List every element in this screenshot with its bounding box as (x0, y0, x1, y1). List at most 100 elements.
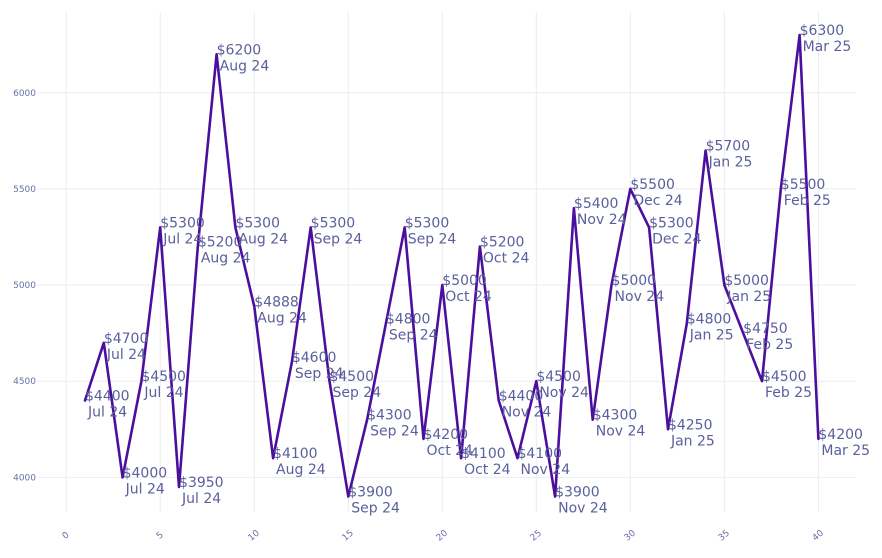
data-label-month: Oct 24 (483, 251, 530, 267)
x-tick-label: 0 (61, 530, 72, 542)
data-label-price: $4100 (273, 446, 318, 462)
data-label-price: $4500 (762, 369, 807, 385)
x-tick-label: 25 (529, 528, 544, 543)
data-label-month: Dec 24 (652, 231, 701, 247)
data-label-price: $5300 (649, 215, 694, 231)
data-label-price: $5300 (160, 215, 205, 231)
data-label-month: Mar 25 (821, 443, 870, 459)
data-label-month: Feb 25 (765, 385, 812, 401)
data-label-month: Feb 25 (746, 337, 793, 353)
data-label-month: Sep 24 (314, 231, 363, 247)
data-label-month: Jan 25 (726, 289, 771, 305)
data-label-month: Dec 24 (633, 193, 682, 209)
data-label-month: Aug 24 (220, 58, 270, 74)
data-label-price: $3900 (348, 485, 393, 501)
data-label-month: Nov 24 (539, 385, 589, 401)
data-label-price: $4400 (499, 388, 544, 404)
data-label-price: $5000 (612, 273, 657, 289)
series-line-group (83, 33, 820, 498)
x-tick-label: 20 (435, 528, 450, 543)
data-label-price: $4700 (104, 331, 149, 347)
y-tick-label: 4500 (13, 377, 36, 387)
data-label-month: Jan 25 (708, 154, 753, 170)
data-label-month: Oct 24 (426, 443, 473, 459)
data-label-month: Sep 24 (295, 366, 344, 382)
data-label-price: $5500 (781, 177, 826, 193)
data-label-month: Nov 24 (615, 289, 665, 305)
data-label-month: Jul 24 (143, 385, 183, 401)
data-label-price: $6300 (800, 23, 845, 39)
data-label-month: Jul 24 (106, 347, 146, 363)
data-label-price: $3950 (179, 475, 224, 491)
y-tick-label: 5000 (13, 281, 36, 291)
data-label-price: $4888 (254, 295, 299, 311)
y-tick-label: 6000 (13, 89, 36, 99)
data-label-price: $4100 (518, 446, 563, 462)
data-label-month: Sep 24 (389, 328, 438, 344)
data-label-price: $4100 (461, 446, 506, 462)
series-line (83, 33, 820, 498)
data-label-price: $4300 (367, 408, 412, 424)
data-label-month: Mar 25 (803, 39, 852, 55)
data-label-price: $4750 (743, 321, 788, 337)
data-label-month: Nov 24 (502, 404, 552, 420)
data-label-month: Jul 24 (181, 491, 221, 507)
data-label-price: $4000 (123, 465, 168, 481)
data-label-price: $5500 (630, 177, 675, 193)
data-label-month: Jul 24 (125, 481, 165, 497)
y-tick-label: 5500 (13, 185, 36, 195)
data-label-price: $6200 (217, 42, 262, 58)
data-label-month: Aug 24 (257, 311, 307, 327)
data-label-price: $4600 (292, 350, 337, 366)
data-label-month: Nov 24 (596, 424, 646, 440)
data-label-price: $5200 (480, 235, 525, 251)
data-label-month: Sep 24 (351, 501, 400, 517)
data-label-month: Jan 25 (670, 433, 715, 449)
data-label-month: Sep 24 (408, 231, 457, 247)
x-tick-label: 5 (155, 530, 166, 541)
data-label-month: Aug 24 (276, 462, 326, 478)
y-tick-label: 4000 (13, 473, 36, 483)
data-label-month: Oct 24 (464, 462, 511, 478)
y-axis: 4000 4500 5000 5500 6000 (13, 89, 36, 484)
data-label-price: $3900 (555, 485, 600, 501)
data-label-price: $5200 (198, 235, 243, 251)
data-label-month: Jul 24 (162, 231, 202, 247)
data-label-month: Feb 25 (784, 193, 831, 209)
data-label-price: $5300 (235, 215, 280, 231)
data-label-month: Aug 24 (201, 251, 251, 267)
data-label-price: $4300 (593, 408, 638, 424)
data-label-price: $4200 (818, 427, 863, 443)
data-label-month: Jul 24 (87, 404, 127, 420)
data-label-price: $5300 (405, 215, 450, 231)
data-label-price: $4500 (329, 369, 374, 385)
